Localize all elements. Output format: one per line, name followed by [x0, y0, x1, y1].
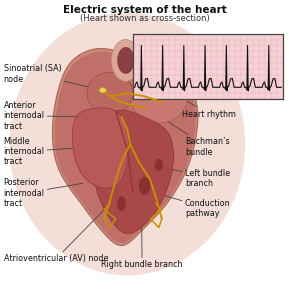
Ellipse shape [139, 177, 150, 195]
Polygon shape [55, 52, 196, 243]
Ellipse shape [87, 72, 133, 114]
Ellipse shape [99, 88, 106, 93]
Text: Left bundle
branch: Left bundle branch [159, 166, 230, 188]
Text: Middle
internodal
tract: Middle internodal tract [3, 136, 88, 166]
Text: Heart rhythm: Heart rhythm [181, 98, 236, 119]
Ellipse shape [155, 159, 163, 171]
Polygon shape [53, 49, 198, 245]
Ellipse shape [130, 69, 188, 123]
Text: Posterior
internodal
tract: Posterior internodal tract [3, 178, 83, 208]
Text: Atrioventricular (AV) node: Atrioventricular (AV) node [3, 209, 108, 263]
Text: (Heart shown as cross-section): (Heart shown as cross-section) [80, 14, 209, 23]
Ellipse shape [9, 13, 245, 275]
Ellipse shape [117, 196, 126, 211]
Text: Conduction
pathway: Conduction pathway [164, 196, 230, 218]
Text: Anterior
internodal
tract: Anterior internodal tract [3, 101, 96, 130]
Text: Electric system of the heart: Electric system of the heart [63, 5, 226, 15]
Ellipse shape [117, 47, 134, 74]
Text: Right bundle branch: Right bundle branch [101, 223, 183, 269]
Text: Sinoatrial (SA)
node: Sinoatrial (SA) node [3, 64, 100, 90]
Polygon shape [92, 110, 173, 234]
Ellipse shape [112, 40, 140, 81]
Polygon shape [73, 108, 129, 188]
Ellipse shape [140, 49, 160, 78]
Text: Bachman’s
bundle: Bachman’s bundle [150, 110, 229, 157]
